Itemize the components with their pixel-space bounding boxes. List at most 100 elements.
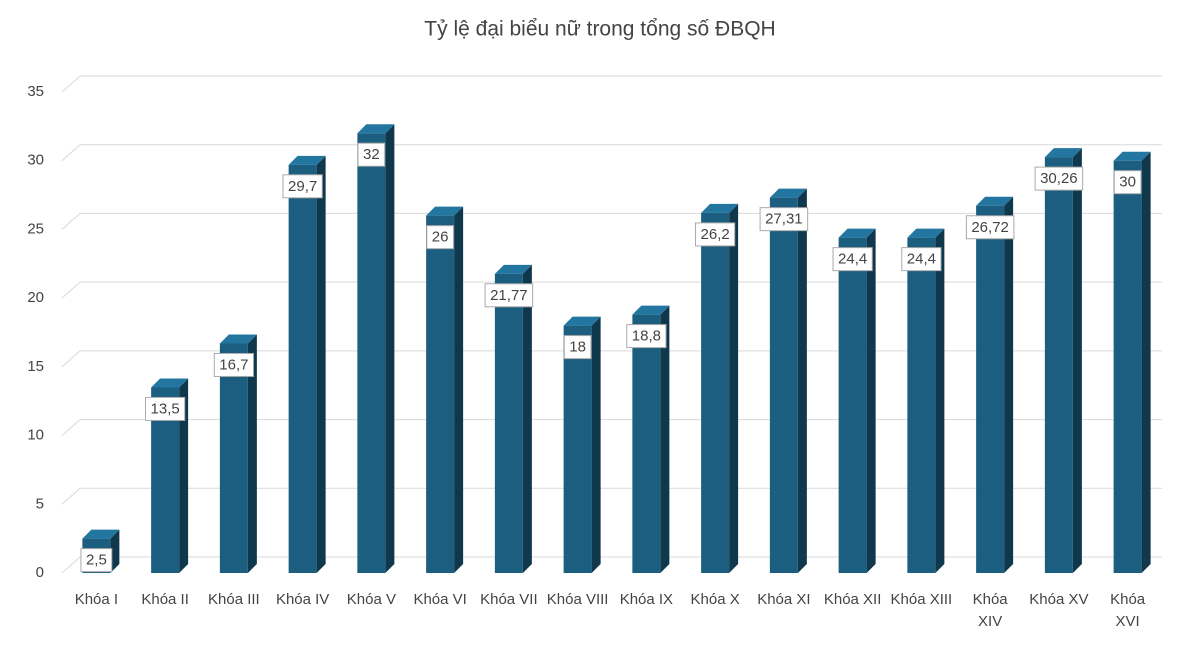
bar-side xyxy=(729,203,739,574)
bar xyxy=(976,196,1014,573)
y-tick-label: 35 xyxy=(27,83,44,100)
x-tick-label: Khóa XII xyxy=(823,591,882,608)
bar-front xyxy=(701,212,730,574)
bar-side xyxy=(110,529,120,573)
bar xyxy=(701,203,739,574)
data-label-box xyxy=(759,207,809,232)
data-label-box xyxy=(145,396,186,421)
grid-line xyxy=(61,75,81,93)
y-tick-label: 30 xyxy=(27,152,44,169)
bar xyxy=(357,124,395,573)
bar-top xyxy=(1044,148,1082,158)
data-label-box xyxy=(1113,170,1142,195)
bar-top xyxy=(563,316,601,326)
data-label-box xyxy=(901,247,942,272)
x-tick-label: Khóa IX xyxy=(619,591,674,608)
grid-line xyxy=(61,144,81,162)
bar-front xyxy=(838,237,867,573)
data-label: 26,2 xyxy=(701,226,730,243)
data-label: 29,7 xyxy=(288,178,317,195)
y-tick-label: 5 xyxy=(36,495,44,512)
bar-top xyxy=(907,228,945,238)
x-tick-label: Khóa I xyxy=(74,591,119,608)
bar-side xyxy=(935,228,945,573)
data-label-box xyxy=(626,324,667,349)
bar-side xyxy=(797,188,807,574)
x-tick-label: Khóa XIII xyxy=(890,591,953,608)
bar xyxy=(426,206,464,573)
bar xyxy=(838,228,876,573)
bar xyxy=(907,228,945,573)
bar-front xyxy=(219,343,248,573)
y-tick-label: 25 xyxy=(27,220,44,237)
bar-front xyxy=(426,215,455,573)
bar xyxy=(563,316,601,573)
bar-front xyxy=(1044,157,1073,573)
bar-top xyxy=(1113,151,1151,161)
data-label-box xyxy=(80,548,113,573)
x-tick-label: Khóa XVI xyxy=(1110,591,1146,630)
data-label: 18,8 xyxy=(632,328,661,345)
bar-top xyxy=(838,228,876,238)
data-label-box xyxy=(1034,166,1084,191)
data-label: 30,26 xyxy=(1040,170,1078,187)
bar-top xyxy=(151,378,189,388)
bar-front xyxy=(288,164,317,573)
bar-side xyxy=(522,264,532,573)
bar-front xyxy=(632,314,661,573)
bar-side xyxy=(247,334,257,573)
grid-line xyxy=(61,419,81,436)
x-tick-label: Khóa V xyxy=(346,591,396,608)
bar-front xyxy=(357,133,386,573)
data-label: 30 xyxy=(1119,174,1136,191)
data-label: 13,5 xyxy=(151,400,180,417)
bar-top xyxy=(632,305,670,315)
bar-front xyxy=(151,387,180,573)
bar-side xyxy=(591,316,601,573)
data-label-box xyxy=(357,142,386,167)
data-label: 24,4 xyxy=(907,251,936,268)
bar-side xyxy=(1004,196,1014,573)
data-label-box xyxy=(213,352,254,377)
bar-front xyxy=(976,205,1005,573)
bar-side xyxy=(1141,151,1151,573)
x-tick-label: Khóa IV xyxy=(275,591,330,608)
bar-top xyxy=(82,529,120,539)
data-label-box xyxy=(426,225,454,250)
bar-front xyxy=(1113,160,1142,573)
bar-side xyxy=(385,124,395,573)
chart-title: Tỷ lệ đại biểu nữ trong tổng số ĐBQH xyxy=(424,18,775,41)
y-tick-label: 15 xyxy=(27,358,44,375)
data-label: 2,5 xyxy=(86,552,107,569)
bar-top xyxy=(494,264,532,274)
bar xyxy=(769,188,807,574)
x-tick-label: Khóa X xyxy=(690,591,740,608)
grid-line xyxy=(61,556,81,574)
bar-top xyxy=(426,206,464,216)
data-label: 18 xyxy=(569,339,586,356)
bar-top xyxy=(288,155,326,165)
data-label: 26 xyxy=(432,229,449,246)
bar-side xyxy=(866,228,876,573)
data-label: 16,7 xyxy=(219,356,248,373)
bar xyxy=(219,334,257,573)
data-label: 32 xyxy=(363,146,380,163)
data-label-box xyxy=(563,335,592,360)
x-tick-label: Khóa XI xyxy=(757,591,811,608)
bar xyxy=(288,155,326,573)
y-tick-label: 0 xyxy=(36,564,44,581)
bar xyxy=(151,378,189,573)
bar-side xyxy=(179,378,189,573)
data-label-box xyxy=(695,222,736,247)
bar-front xyxy=(769,197,798,574)
x-tick-label: Khóa VIII xyxy=(546,591,609,608)
bar xyxy=(1113,151,1151,573)
bar-front xyxy=(563,325,592,573)
data-label-box xyxy=(282,174,323,199)
data-label-box xyxy=(965,215,1015,240)
bar-top xyxy=(769,188,807,198)
grid-line xyxy=(61,213,81,230)
data-label: 26,72 xyxy=(971,219,1009,236)
